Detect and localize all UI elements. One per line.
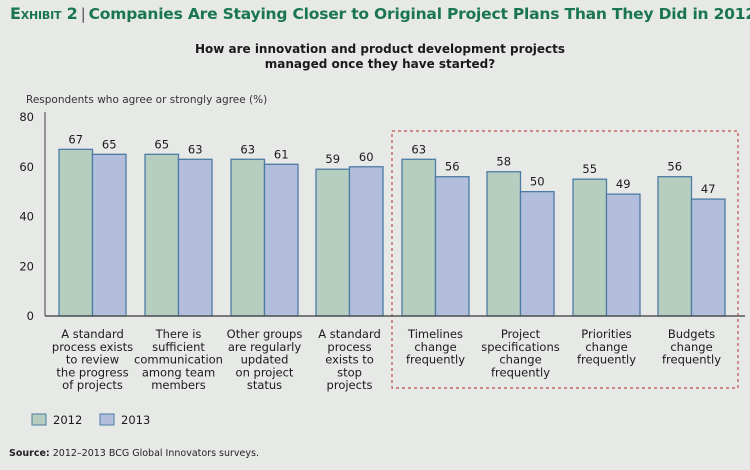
x-tick-label-line: Budgets [668, 327, 715, 341]
x-tick-label-line: frequently [577, 353, 636, 367]
x-tick-label-line: sufficient [152, 340, 205, 354]
y-tick-label: 0 [27, 309, 34, 323]
x-tick-label-line: A standard [61, 327, 124, 341]
bar-2012 [486, 171, 522, 317]
highlight-box [391, 130, 739, 389]
y-axis-label: Respondents who agree or strongly agree … [26, 94, 268, 106]
exhibit-title: Exhibit 2 | Companies Are Staying Closer t… [10, 4, 750, 23]
x-tick-label-line: There is [155, 327, 202, 341]
data-label: 65 [102, 137, 117, 151]
x-tick-label: A standard process exists to stop projects [318, 327, 381, 392]
x-tick-label-line: process [327, 340, 371, 354]
x-tick-label: Timelines change frequently [406, 327, 465, 367]
x-tick-label-line: specifications [481, 340, 560, 354]
bar-2013 [91, 153, 127, 317]
x-tick-label-line: exists to [325, 353, 374, 367]
bar-2013 [348, 166, 384, 317]
data-label: 49 [616, 177, 631, 191]
x-tick-label-line: change [585, 340, 627, 354]
bar-2013 [690, 198, 726, 317]
x-tick-label-line: frequently [491, 365, 550, 379]
exhibit-label: Exhibit 2 [10, 4, 78, 23]
x-tick-label: Other groups are regularly updated on proje… [227, 327, 303, 392]
x-tick-label-line: frequently [662, 353, 721, 367]
data-label: 60 [359, 150, 374, 164]
bar-2012 [144, 153, 180, 317]
legend-swatch-2013 [99, 413, 115, 426]
chart-title: How are innovation and product developme… [150, 42, 610, 72]
source-label: Source: [9, 448, 50, 459]
bar-2012 [657, 176, 693, 317]
data-label: 63 [411, 142, 426, 156]
data-label: 67 [68, 132, 83, 146]
source-note: Source: 2012–2013 BCG Global Innovators … [9, 448, 259, 459]
x-tick-label-line: of projects [62, 378, 123, 392]
x-tick-label: There is sufficient communication among tea… [134, 327, 223, 392]
y-tick-label: 80 [19, 110, 34, 124]
bar-2013 [434, 176, 470, 317]
data-label: 58 [496, 155, 511, 169]
x-tick-label-line: change [499, 353, 541, 367]
legend-label: 2012 [53, 413, 82, 427]
data-label: 56 [667, 160, 682, 174]
x-tick-label-line: change [670, 340, 712, 354]
bar-2013 [263, 163, 299, 317]
data-label: 56 [445, 160, 460, 174]
data-label: 63 [188, 142, 203, 156]
title-divider: | [80, 5, 86, 23]
x-tick-label-line: change [414, 340, 456, 354]
x-tick-label: A standard process exists to review the pro… [52, 327, 133, 392]
data-label: 55 [582, 162, 597, 176]
source-text: 2012–2013 BCG Global Innovators surveys. [52, 448, 259, 459]
bar-2012 [58, 148, 94, 317]
data-label: 59 [325, 152, 340, 166]
x-tick-label-line: communication [134, 353, 223, 367]
x-tick-label-line: the progress [56, 365, 128, 379]
exhibit-title-text: Companies Are Staying Closer to Original… [88, 5, 750, 23]
legend-swatch-2012 [31, 413, 47, 426]
chart-title-line: managed once they have started? [264, 57, 496, 71]
bar-2013 [605, 193, 641, 317]
x-tick-label-line: stop [337, 365, 362, 379]
bar-2012 [315, 168, 351, 317]
x-tick-label: Budgets change frequently [662, 327, 721, 367]
data-label: 61 [274, 147, 289, 161]
x-tick-label-line: Project [501, 327, 541, 341]
x-tick-label-line: Other groups [227, 327, 303, 341]
data-label: 63 [240, 142, 255, 156]
x-tick-label-line: projects [327, 378, 373, 392]
x-tick-label-line: updated [241, 353, 289, 367]
data-label: 50 [530, 175, 545, 189]
y-tick-label: 20 [19, 259, 34, 273]
x-tick-label-line: A standard [318, 327, 381, 341]
data-label: 65 [154, 137, 169, 151]
x-tick-label-line: frequently [406, 353, 465, 367]
x-tick-label-line: to review [66, 353, 119, 367]
bar-2013 [177, 158, 213, 317]
bar-2012 [230, 158, 266, 317]
x-tick-label-line: among team [142, 365, 215, 379]
y-tick-label: 60 [19, 160, 34, 174]
x-tick-label-line: are regularly [228, 340, 302, 354]
bar-2012 [572, 178, 608, 317]
x-tick-label-line: status [247, 378, 282, 392]
data-label: 47 [701, 182, 716, 196]
x-tick-label-line: Timelines [407, 327, 463, 341]
x-tick-label-line: process exists [52, 340, 133, 354]
x-tick-label: Project specifications change frequently [481, 327, 560, 379]
bar-2012 [401, 158, 437, 317]
x-tick-label: Priorities change frequently [577, 327, 636, 367]
bar-2013 [519, 190, 555, 317]
x-tick-label-line: Priorities [581, 327, 631, 341]
x-tick-label-line: members [151, 378, 206, 392]
x-tick-label-line: on project [236, 365, 294, 379]
y-tick-label: 40 [19, 210, 34, 224]
legend-label: 2013 [121, 413, 150, 427]
chart-title-line: How are innovation and product developme… [194, 42, 566, 56]
